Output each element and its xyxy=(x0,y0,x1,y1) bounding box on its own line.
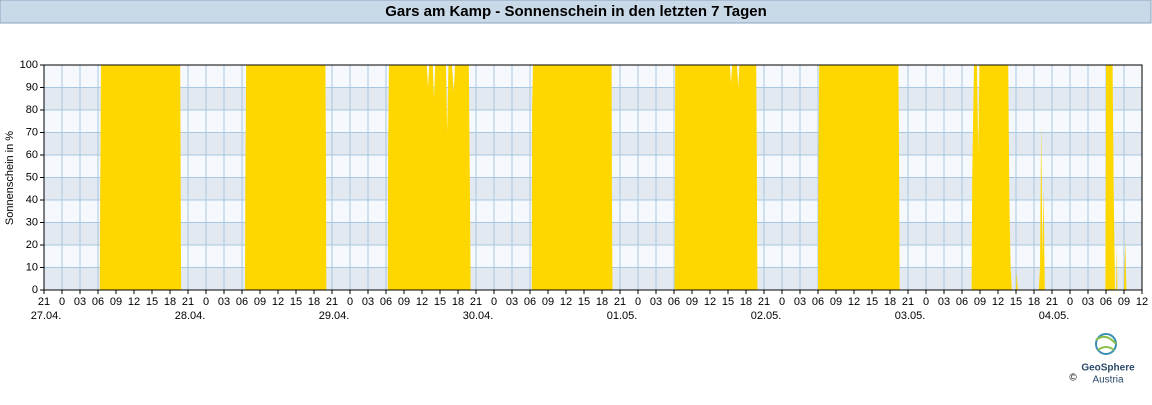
x-tick-label: 03 xyxy=(938,296,950,308)
y-tick-label: 50 xyxy=(26,171,38,183)
x-tick-label: 18 xyxy=(596,296,608,308)
x-tick-label: 12 xyxy=(704,296,716,308)
x-tick-label: 0 xyxy=(635,296,641,308)
x-tick-label: 21 xyxy=(1046,296,1058,308)
y-tick-label: 80 xyxy=(26,104,38,116)
date-label: 04.05. xyxy=(1039,310,1070,322)
date-label: 29.04. xyxy=(319,310,350,322)
x-tick-label: 06 xyxy=(236,296,248,308)
x-tick-label: 21 xyxy=(182,296,194,308)
x-tick-label: 12 xyxy=(992,296,1004,308)
x-tick-label: 09 xyxy=(974,296,986,308)
x-tick-label: 03 xyxy=(650,296,662,308)
x-tick-label: 18 xyxy=(164,296,176,308)
x-tick-label: 09 xyxy=(686,296,698,308)
x-tick-label: 06 xyxy=(956,296,968,308)
x-tick-label: 03 xyxy=(218,296,230,308)
logo-name: GeoSphere xyxy=(1081,363,1135,374)
plot-frame xyxy=(43,64,1143,291)
x-tick-label: 03 xyxy=(362,296,374,308)
y-tick-label: 0 xyxy=(32,284,38,296)
date-label: 30.04. xyxy=(463,310,494,322)
title-bar xyxy=(0,0,1152,24)
x-tick-label: 15 xyxy=(1010,296,1022,308)
x-tick-label: 03 xyxy=(506,296,518,308)
x-tick-label: 12 xyxy=(848,296,860,308)
x-tick-label: 09 xyxy=(254,296,266,308)
x-tick-label: 18 xyxy=(740,296,752,308)
x-tick-label: 21 xyxy=(758,296,770,308)
x-tick-label: 15 xyxy=(866,296,878,308)
x-tick-label: 03 xyxy=(794,296,806,308)
date-label: 02.05. xyxy=(751,310,782,322)
x-tick-label: 12 xyxy=(128,296,140,308)
date-label: 28.04. xyxy=(175,310,206,322)
x-tick-label: 21 xyxy=(470,296,482,308)
x-tick-label: 18 xyxy=(884,296,896,308)
x-tick-label: 18 xyxy=(308,296,320,308)
y-tick-label: 20 xyxy=(26,239,38,251)
x-tick-label: 09 xyxy=(542,296,554,308)
x-tick-label: 0 xyxy=(779,296,785,308)
date-label: 03.05. xyxy=(895,310,926,322)
x-tick-label: 09 xyxy=(1118,296,1130,308)
x-tick-label: 15 xyxy=(434,296,446,308)
y-tick-label: 30 xyxy=(26,216,38,228)
x-tick-label: 0 xyxy=(59,296,65,308)
x-tick-label: 21 xyxy=(614,296,626,308)
logo-icon xyxy=(1095,335,1117,351)
chart-title: Gars am Kamp - Sonnenschein in den letzt… xyxy=(385,3,766,20)
x-tick-label: 21 xyxy=(326,296,338,308)
copyright: © xyxy=(1069,373,1077,384)
x-tick-label: 21 xyxy=(38,296,50,308)
x-tick-label: 0 xyxy=(203,296,209,308)
x-tick-label: 15 xyxy=(146,296,158,308)
y-axis-label: Sonnenschein in % xyxy=(4,131,16,225)
x-tick-label: 15 xyxy=(578,296,590,308)
logo-sub: Austria xyxy=(1092,375,1124,386)
x-tick-label: 0 xyxy=(347,296,353,308)
x-tick-label: 0 xyxy=(491,296,497,308)
x-tick-label: 0 xyxy=(1067,296,1073,308)
x-tick-label: 15 xyxy=(290,296,302,308)
x-tick-label: 06 xyxy=(524,296,536,308)
y-tick-label: 90 xyxy=(26,81,38,93)
date-label: 01.05. xyxy=(607,310,638,322)
x-tick-label: 12 xyxy=(272,296,284,308)
x-tick-label: 06 xyxy=(92,296,104,308)
x-tick-label: 09 xyxy=(398,296,410,308)
x-tick-label: 06 xyxy=(1100,296,1112,308)
x-tick-label: 06 xyxy=(812,296,824,308)
x-tick-label: 18 xyxy=(452,296,464,308)
x-tick-label: 21 xyxy=(902,296,914,308)
y-tick-label: 70 xyxy=(26,126,38,138)
y-tick-label: 40 xyxy=(26,194,38,206)
x-tick-label: 15 xyxy=(722,296,734,308)
y-tick-label: 10 xyxy=(26,261,38,273)
x-tick-label: 12 xyxy=(1136,296,1148,308)
x-tick-label: 18 xyxy=(1028,296,1040,308)
x-tick-label: 0 xyxy=(923,296,929,308)
x-tick-label: 12 xyxy=(560,296,572,308)
x-tick-label: 09 xyxy=(830,296,842,308)
y-tick-label: 100 xyxy=(20,59,38,71)
x-tick-label: 06 xyxy=(668,296,680,308)
x-tick-label: 12 xyxy=(416,296,428,308)
y-tick-label: 60 xyxy=(26,149,38,161)
x-tick-label: 09 xyxy=(110,296,122,308)
date-label: 27.04. xyxy=(31,310,62,322)
logo: GeoSphere Austria © xyxy=(1069,333,1135,386)
sunshine-area xyxy=(99,65,1142,290)
x-tick-label: 03 xyxy=(74,296,86,308)
x-tick-label: 06 xyxy=(380,296,392,308)
x-tick-label: 03 xyxy=(1082,296,1094,308)
